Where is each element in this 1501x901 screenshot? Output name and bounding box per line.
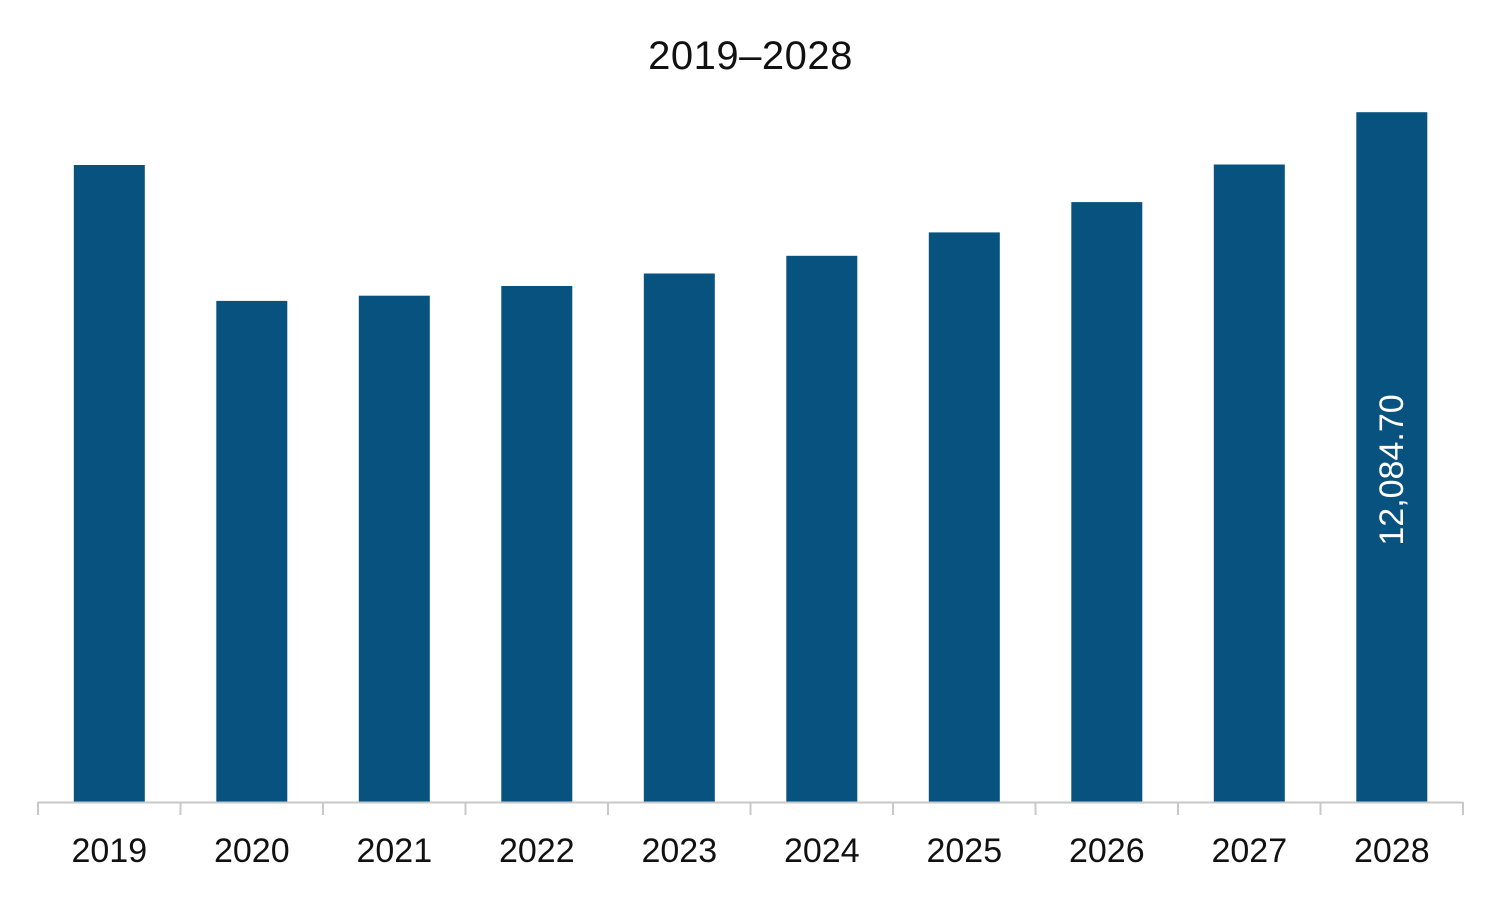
bar-2023 bbox=[643, 273, 715, 802]
bar-2027 bbox=[1213, 164, 1285, 802]
x-axis bbox=[37, 801, 1464, 815]
x-tick-label-2028: 2028 bbox=[1354, 832, 1430, 870]
bar-2020 bbox=[216, 300, 288, 802]
bar-2028 bbox=[1356, 112, 1428, 802]
x-tick-label-2027: 2027 bbox=[1211, 832, 1287, 870]
x-tick-label-2025: 2025 bbox=[926, 832, 1002, 870]
x-tick-label-2021: 2021 bbox=[356, 832, 432, 870]
bar-2019 bbox=[73, 165, 145, 802]
x-tick-labels: 2019 2020 2021 2022 2023 2024 2025 2026 2027 2028 bbox=[71, 832, 1429, 870]
data-labels: 12,084.70 bbox=[1373, 394, 1411, 545]
x-tick-label-2022: 2022 bbox=[499, 832, 575, 870]
bar-2025 bbox=[928, 232, 1000, 802]
bar-2024 bbox=[786, 255, 858, 803]
x-tick-label-2019: 2019 bbox=[71, 832, 147, 870]
x-tick-label-2024: 2024 bbox=[784, 832, 860, 870]
x-tick-label-2026: 2026 bbox=[1069, 832, 1145, 870]
x-tick-label-2020: 2020 bbox=[214, 832, 290, 870]
bar-2026 bbox=[1071, 202, 1143, 803]
data-label-2028: 12,084.70 bbox=[1373, 394, 1411, 545]
bars-group bbox=[73, 112, 1428, 803]
chart-title: 2019–2028 bbox=[648, 34, 853, 78]
bar-2022 bbox=[501, 286, 573, 802]
x-tick-label-2023: 2023 bbox=[641, 832, 717, 870]
bar-2021 bbox=[358, 295, 430, 802]
